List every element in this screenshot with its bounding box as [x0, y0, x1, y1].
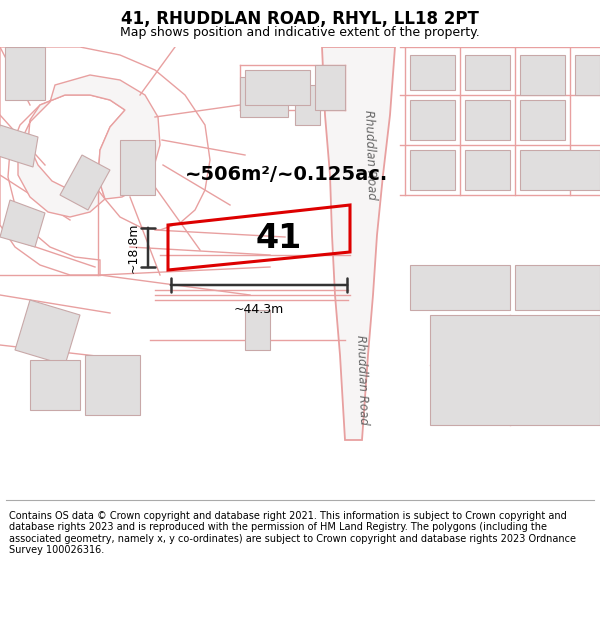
Text: 41: 41	[256, 221, 302, 254]
Polygon shape	[30, 360, 80, 410]
Polygon shape	[0, 200, 45, 247]
Polygon shape	[18, 75, 160, 217]
Polygon shape	[465, 55, 510, 90]
Text: Rhuddlan Road: Rhuddlan Road	[354, 335, 370, 425]
Polygon shape	[410, 100, 455, 140]
Polygon shape	[245, 70, 310, 105]
Polygon shape	[120, 140, 155, 195]
Text: 41, RHUDDLAN ROAD, RHYL, LL18 2PT: 41, RHUDDLAN ROAD, RHYL, LL18 2PT	[121, 11, 479, 28]
Text: Contains OS data © Crown copyright and database right 2021. This information is : Contains OS data © Crown copyright and d…	[9, 511, 576, 556]
Polygon shape	[5, 47, 45, 100]
Polygon shape	[410, 265, 510, 310]
Polygon shape	[295, 85, 320, 125]
Polygon shape	[465, 150, 510, 190]
Polygon shape	[85, 355, 140, 415]
Polygon shape	[515, 265, 600, 310]
Polygon shape	[520, 150, 600, 190]
Polygon shape	[15, 300, 80, 365]
Polygon shape	[575, 55, 600, 95]
Polygon shape	[410, 150, 455, 190]
Text: ~18.8m: ~18.8m	[127, 222, 140, 272]
Polygon shape	[60, 155, 110, 210]
Polygon shape	[465, 100, 510, 140]
Text: ~506m²/~0.125ac.: ~506m²/~0.125ac.	[185, 166, 388, 184]
Polygon shape	[245, 310, 270, 350]
Text: Rhuddlan Road: Rhuddlan Road	[362, 110, 378, 200]
Polygon shape	[520, 100, 565, 140]
Polygon shape	[430, 315, 600, 425]
Polygon shape	[240, 77, 288, 117]
Polygon shape	[0, 125, 38, 167]
Polygon shape	[410, 55, 455, 90]
Text: ~44.3m: ~44.3m	[234, 303, 284, 316]
Polygon shape	[322, 47, 395, 440]
Polygon shape	[520, 55, 565, 95]
Polygon shape	[315, 65, 345, 110]
Text: Map shows position and indicative extent of the property.: Map shows position and indicative extent…	[120, 26, 480, 39]
